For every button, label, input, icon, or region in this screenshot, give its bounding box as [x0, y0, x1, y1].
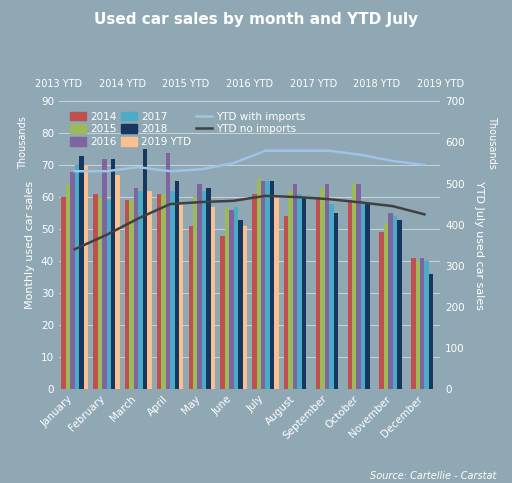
- Bar: [70, 171, 75, 389]
- Bar: [111, 159, 116, 389]
- Bar: [288, 191, 293, 389]
- Bar: [147, 191, 152, 389]
- Bar: [333, 213, 338, 389]
- Bar: [175, 181, 179, 389]
- Text: 2013 YTD: 2013 YTD: [35, 79, 82, 89]
- Bar: [225, 207, 229, 389]
- Bar: [193, 197, 198, 389]
- Bar: [274, 197, 279, 389]
- Y-axis label: Monthly used car sales: Monthly used car sales: [25, 181, 35, 309]
- Bar: [297, 194, 302, 389]
- Bar: [229, 210, 233, 389]
- Bar: [284, 216, 288, 389]
- Bar: [365, 204, 370, 389]
- Bar: [188, 226, 193, 389]
- Bar: [329, 204, 333, 389]
- Bar: [352, 185, 356, 389]
- Y-axis label: YTD July used car sales: YTD July used car sales: [474, 181, 484, 310]
- Bar: [261, 181, 266, 389]
- Bar: [161, 194, 166, 389]
- Bar: [179, 204, 183, 389]
- Bar: [316, 197, 320, 389]
- Bar: [75, 165, 79, 389]
- Bar: [134, 187, 138, 389]
- Bar: [383, 223, 388, 389]
- Bar: [238, 220, 243, 389]
- Bar: [116, 175, 120, 389]
- Bar: [356, 185, 361, 389]
- Text: Thousands: Thousands: [17, 116, 28, 169]
- Bar: [66, 185, 70, 389]
- Bar: [166, 153, 170, 389]
- Bar: [243, 226, 247, 389]
- Bar: [98, 197, 102, 389]
- Bar: [424, 261, 429, 389]
- Bar: [138, 191, 143, 389]
- Bar: [397, 220, 401, 389]
- Text: 2017 YTD: 2017 YTD: [290, 79, 337, 89]
- Bar: [266, 181, 270, 389]
- Bar: [361, 204, 365, 389]
- Bar: [379, 232, 383, 389]
- Bar: [125, 200, 130, 389]
- Text: 2014 YTD: 2014 YTD: [99, 79, 146, 89]
- Bar: [388, 213, 393, 389]
- Bar: [393, 216, 397, 389]
- Bar: [130, 200, 134, 389]
- Bar: [83, 165, 88, 389]
- Bar: [157, 194, 161, 389]
- Bar: [270, 181, 274, 389]
- Bar: [198, 185, 202, 389]
- Bar: [348, 200, 352, 389]
- Bar: [233, 207, 238, 389]
- Bar: [220, 236, 225, 389]
- Bar: [211, 207, 215, 389]
- Text: 2015 YTD: 2015 YTD: [162, 79, 209, 89]
- Bar: [411, 258, 416, 389]
- Bar: [170, 191, 175, 389]
- Bar: [61, 197, 66, 389]
- Text: Used car sales by month and YTD July: Used car sales by month and YTD July: [94, 12, 418, 27]
- Text: Source: Cartellie - Carstat: Source: Cartellie - Carstat: [370, 470, 497, 481]
- Bar: [106, 200, 111, 389]
- Bar: [416, 261, 420, 389]
- Bar: [252, 194, 257, 389]
- Bar: [420, 258, 424, 389]
- Bar: [143, 149, 147, 389]
- Bar: [302, 197, 306, 389]
- Text: Thousands: Thousands: [487, 116, 497, 169]
- Bar: [325, 185, 329, 389]
- Legend: 2014, 2015, 2016, 2017, 2018, 2019 YTD, YTD with imports, YTD no imports: 2014, 2015, 2016, 2017, 2018, 2019 YTD, …: [68, 110, 308, 149]
- Bar: [429, 274, 433, 389]
- Text: 2018 YTD: 2018 YTD: [353, 79, 400, 89]
- Bar: [206, 187, 211, 389]
- Text: 2016 YTD: 2016 YTD: [226, 79, 273, 89]
- Bar: [79, 156, 83, 389]
- Bar: [93, 194, 98, 389]
- Text: 2019 YTD: 2019 YTD: [417, 79, 464, 89]
- Bar: [320, 187, 325, 389]
- Bar: [293, 185, 297, 389]
- Bar: [257, 178, 261, 389]
- Bar: [202, 191, 206, 389]
- Bar: [102, 159, 106, 389]
